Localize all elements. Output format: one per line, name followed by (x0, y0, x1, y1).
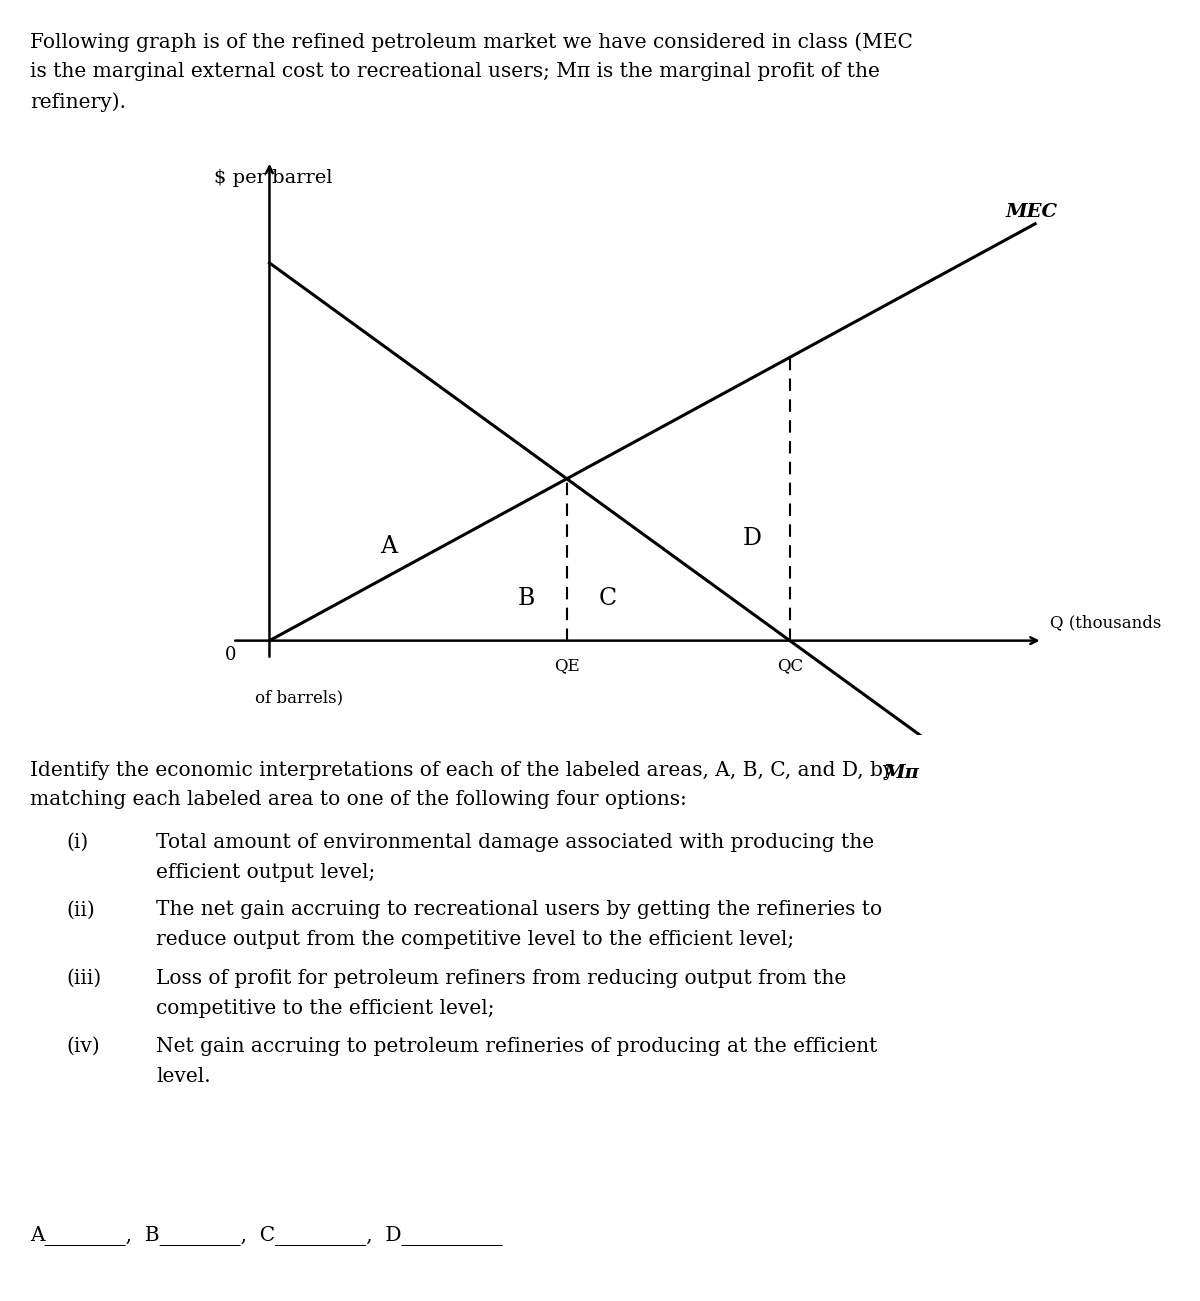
Text: D: D (743, 527, 762, 550)
Text: reduce output from the competitive level to the efficient level;: reduce output from the competitive level… (156, 930, 794, 950)
Text: Following graph is of the refined petroleum market we have considered in class (: Following graph is of the refined petrol… (30, 33, 913, 52)
Text: (iv): (iv) (66, 1037, 100, 1056)
Text: Net gain accruing to petroleum refineries of producing at the efficient: Net gain accruing to petroleum refinerie… (156, 1037, 877, 1056)
Text: $ per barrel: $ per barrel (214, 169, 332, 186)
Text: level.: level. (156, 1067, 211, 1086)
Text: of barrels): of barrels) (254, 690, 343, 706)
Text: C: C (599, 587, 617, 610)
Text: QE: QE (554, 657, 580, 675)
Text: (iii): (iii) (66, 969, 101, 989)
Text: Total amount of environmental damage associated with producing the: Total amount of environmental damage ass… (156, 833, 874, 852)
Text: (ii): (ii) (66, 900, 95, 920)
Text: MEC: MEC (1006, 203, 1057, 221)
Text: 0: 0 (224, 647, 236, 665)
Text: efficient output level;: efficient output level; (156, 863, 376, 882)
Text: matching each labeled area to one of the following four options:: matching each labeled area to one of the… (30, 790, 686, 809)
Text: Loss of profit for petroleum refiners from reducing output from the: Loss of profit for petroleum refiners fr… (156, 969, 846, 989)
Text: Identify the economic interpretations of each of the labeled areas, A, B, C, and: Identify the economic interpretations of… (30, 761, 894, 781)
Text: (i): (i) (66, 833, 89, 852)
Text: B: B (517, 587, 535, 610)
Text: QC: QC (776, 657, 803, 675)
Text: Q (thousands: Q (thousands (1050, 614, 1162, 631)
Text: competitive to the efficient level;: competitive to the efficient level; (156, 999, 494, 1019)
Text: A________,  B________,  C_________,  D__________: A________, B________, C_________, D_____… (30, 1226, 503, 1245)
Text: A: A (380, 535, 397, 558)
Text: is the marginal external cost to recreational users; Mπ is the marginal profit o: is the marginal external cost to recreat… (30, 62, 880, 82)
Text: Mπ: Mπ (883, 764, 919, 782)
Text: The net gain accruing to recreational users by getting the refineries to: The net gain accruing to recreational us… (156, 900, 882, 920)
Text: refinery).: refinery). (30, 92, 126, 112)
